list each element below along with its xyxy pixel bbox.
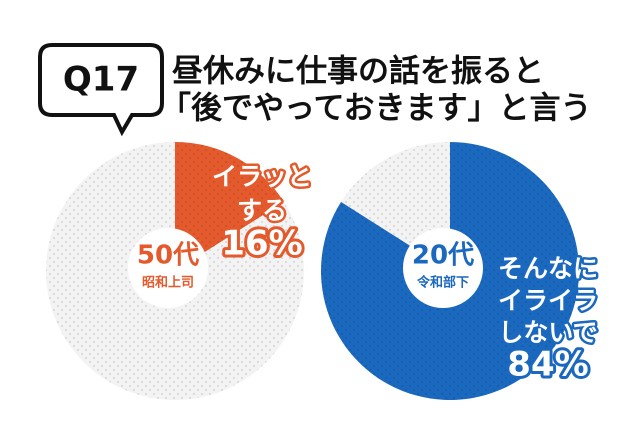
slice-label: そんなに bbox=[498, 254, 598, 283]
center-subtitle: 令和部下 bbox=[417, 275, 469, 291]
slice-label: イラッと bbox=[212, 162, 312, 191]
slice-label: しないで bbox=[498, 318, 597, 347]
center-title: 20代 bbox=[412, 241, 474, 271]
value-label: 16% bbox=[221, 224, 302, 264]
title: 昼休みに仕事の話を振ると bbox=[172, 54, 544, 90]
badge: Q17 bbox=[38, 43, 164, 137]
title: 「後でやっておきます」と言う bbox=[160, 91, 592, 127]
center-title: 50代 bbox=[137, 241, 199, 271]
center-subtitle: 昭和上司 bbox=[142, 275, 194, 291]
slice-label: する bbox=[237, 196, 287, 225]
value-label: 84% bbox=[507, 345, 588, 385]
slice-label: イライラ bbox=[498, 286, 598, 315]
badge-text: Q17 bbox=[63, 60, 139, 100]
center-disc bbox=[403, 228, 483, 308]
center-disc bbox=[128, 228, 208, 308]
